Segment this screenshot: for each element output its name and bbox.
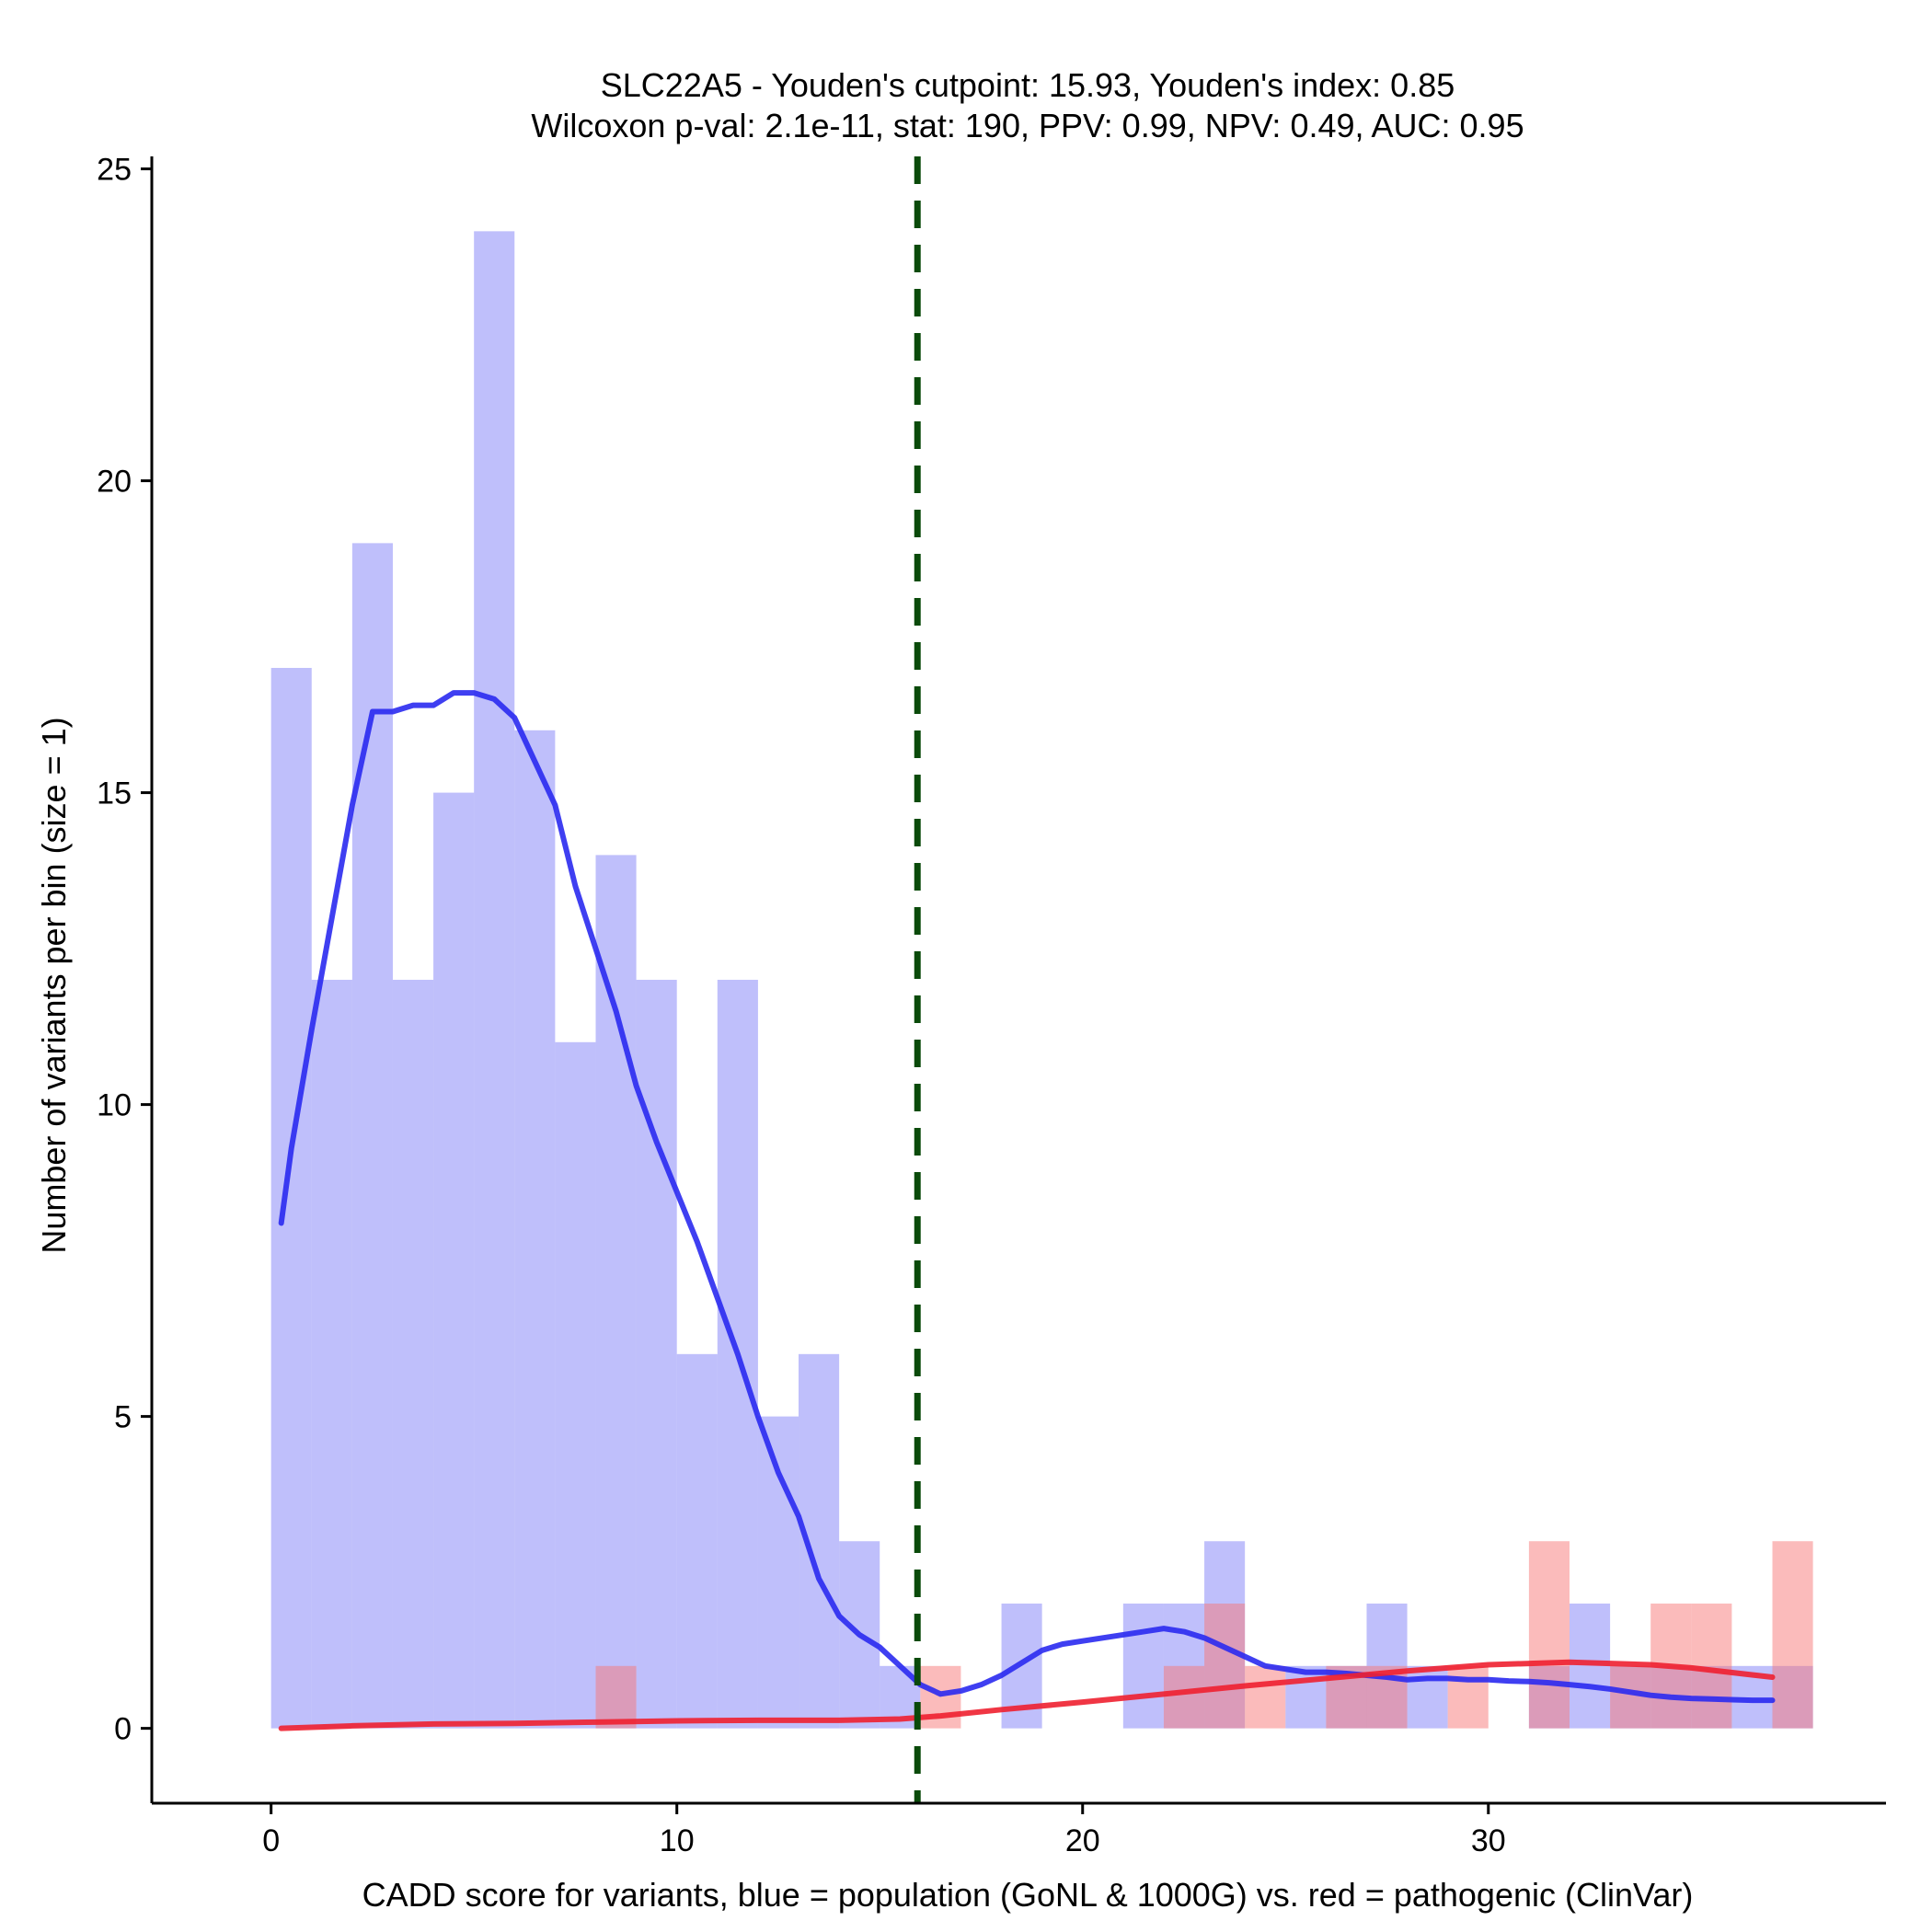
x-tick-label-20: 20 xyxy=(1065,1823,1100,1858)
y-axis-label: Number of variants per bin (size = 1) xyxy=(35,717,73,1253)
population-bar-12 xyxy=(757,1416,799,1729)
population-bar-5 xyxy=(474,231,515,1729)
y-tick-label-15: 15 xyxy=(97,776,132,811)
population-bar-21 xyxy=(1122,1604,1164,1729)
y-tick-label-5: 5 xyxy=(114,1400,132,1435)
pathogenic-bar-29 xyxy=(1447,1665,1489,1729)
population-bar-7 xyxy=(555,1041,596,1729)
population-bar-9 xyxy=(636,980,677,1729)
y-tick-label-20: 20 xyxy=(97,465,132,500)
pathogenic-bar-37 xyxy=(1772,1541,1813,1729)
population-bar-6 xyxy=(514,730,556,1729)
y-tick-label-0: 0 xyxy=(114,1712,132,1747)
y-tick-label-25: 25 xyxy=(97,153,132,188)
x-tick-label-10: 10 xyxy=(660,1823,695,1858)
x-axis-ticks: 0 10 20 30 xyxy=(262,1803,1506,1858)
chart-title: SLC22A5 - Youden's cutpoint: 15.93, Youd… xyxy=(601,66,1455,104)
population-bar-4 xyxy=(433,792,475,1729)
chart-subtitle: Wilcoxon p-val: 2.1e-11, stat: 190, PPV:… xyxy=(531,107,1524,144)
y-axis-ticks: 0 5 10 15 20 25 xyxy=(97,153,152,1747)
population-bar-3 xyxy=(392,980,434,1729)
population-bar-2 xyxy=(351,543,393,1729)
x-axis-label: CADD score for variants, blue = populati… xyxy=(362,1876,1694,1914)
x-tick-label-0: 0 xyxy=(262,1823,280,1858)
pathogenic-bar-24 xyxy=(1245,1665,1286,1729)
population-bars xyxy=(270,231,1813,1729)
population-bar-1 xyxy=(311,980,352,1729)
population-bar-10 xyxy=(676,1353,718,1729)
pathogenic-bar-23 xyxy=(1204,1604,1246,1729)
population-density-curve xyxy=(278,690,1776,1704)
population-bar-0 xyxy=(270,667,312,1729)
pathogenic-density-curve xyxy=(278,1659,1776,1731)
pathogenic-bar-33 xyxy=(1610,1665,1651,1729)
axes xyxy=(150,156,1886,1805)
pathogenic-bar-22 xyxy=(1163,1665,1205,1729)
pathogenic-bar-8 xyxy=(595,1665,637,1729)
population-bar-8 xyxy=(595,855,637,1729)
x-tick-label-30: 30 xyxy=(1471,1823,1506,1858)
density-curves xyxy=(278,690,1776,1731)
population-bar-25 xyxy=(1285,1665,1327,1729)
y-tick-label-10: 10 xyxy=(97,1088,132,1123)
population-bar-28 xyxy=(1407,1665,1448,1729)
pathogenic-bar-31 xyxy=(1528,1541,1570,1729)
